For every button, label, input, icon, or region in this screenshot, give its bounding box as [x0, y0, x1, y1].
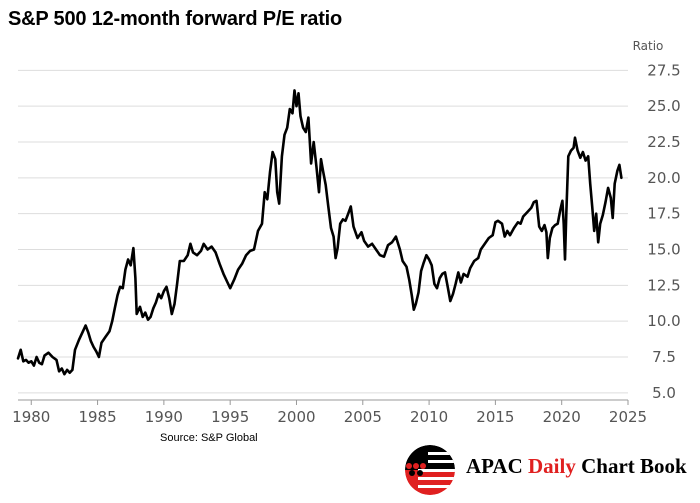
y-tick-label: 17.5: [647, 205, 680, 223]
x-tick-label: 2015: [476, 408, 514, 426]
source-note: Source: S&P Global: [160, 432, 258, 444]
x-tick-label: 1995: [211, 408, 249, 426]
y-axis-ticks: 5.0 7.5 10.0 12.5 15.0 17.5 20.0 22.5 25.0 27.5: [647, 61, 680, 402]
y-tick-label: 7.5: [652, 348, 676, 366]
x-axis-ticks: 1980 1985 1990 1995 2000 2005 2010 2015 2020 2025: [12, 400, 647, 426]
y-tick-label: 5.0: [652, 384, 676, 402]
grid-lines: [18, 69, 628, 394]
y-tick-label: 10.0: [647, 312, 680, 330]
pe-ratio-series-line: [16, 89, 623, 376]
x-tick-label: 1990: [145, 408, 183, 426]
brand-name: APAC Daily Chart Book: [466, 454, 687, 478]
x-tick-label: 1980: [12, 408, 50, 426]
x-tick-label: 1985: [78, 408, 116, 426]
y-tick-label: 15.0: [647, 241, 680, 259]
x-tick-label: 2020: [543, 408, 581, 426]
chart-title: S&P 500 12-month forward P/E ratio: [8, 8, 343, 30]
y-tick-label: 25.0: [647, 97, 680, 115]
y-tick-label: 27.5: [647, 61, 680, 79]
x-tick-label: 2005: [344, 408, 382, 426]
brand-logo: APAC Daily Chart Book: [398, 440, 698, 498]
y-axis-label: Ratio: [633, 39, 664, 53]
x-tick-label: 2000: [277, 408, 315, 426]
series-group: [16, 89, 623, 376]
y-tick-label: 12.5: [647, 276, 680, 294]
y-tick-label: 22.5: [647, 133, 680, 151]
x-tick-label: 2010: [410, 408, 448, 426]
y-tick-label: 20.0: [647, 169, 680, 187]
x-tick-label: 2025: [609, 408, 647, 426]
brand-emblem-icon: [405, 445, 455, 495]
